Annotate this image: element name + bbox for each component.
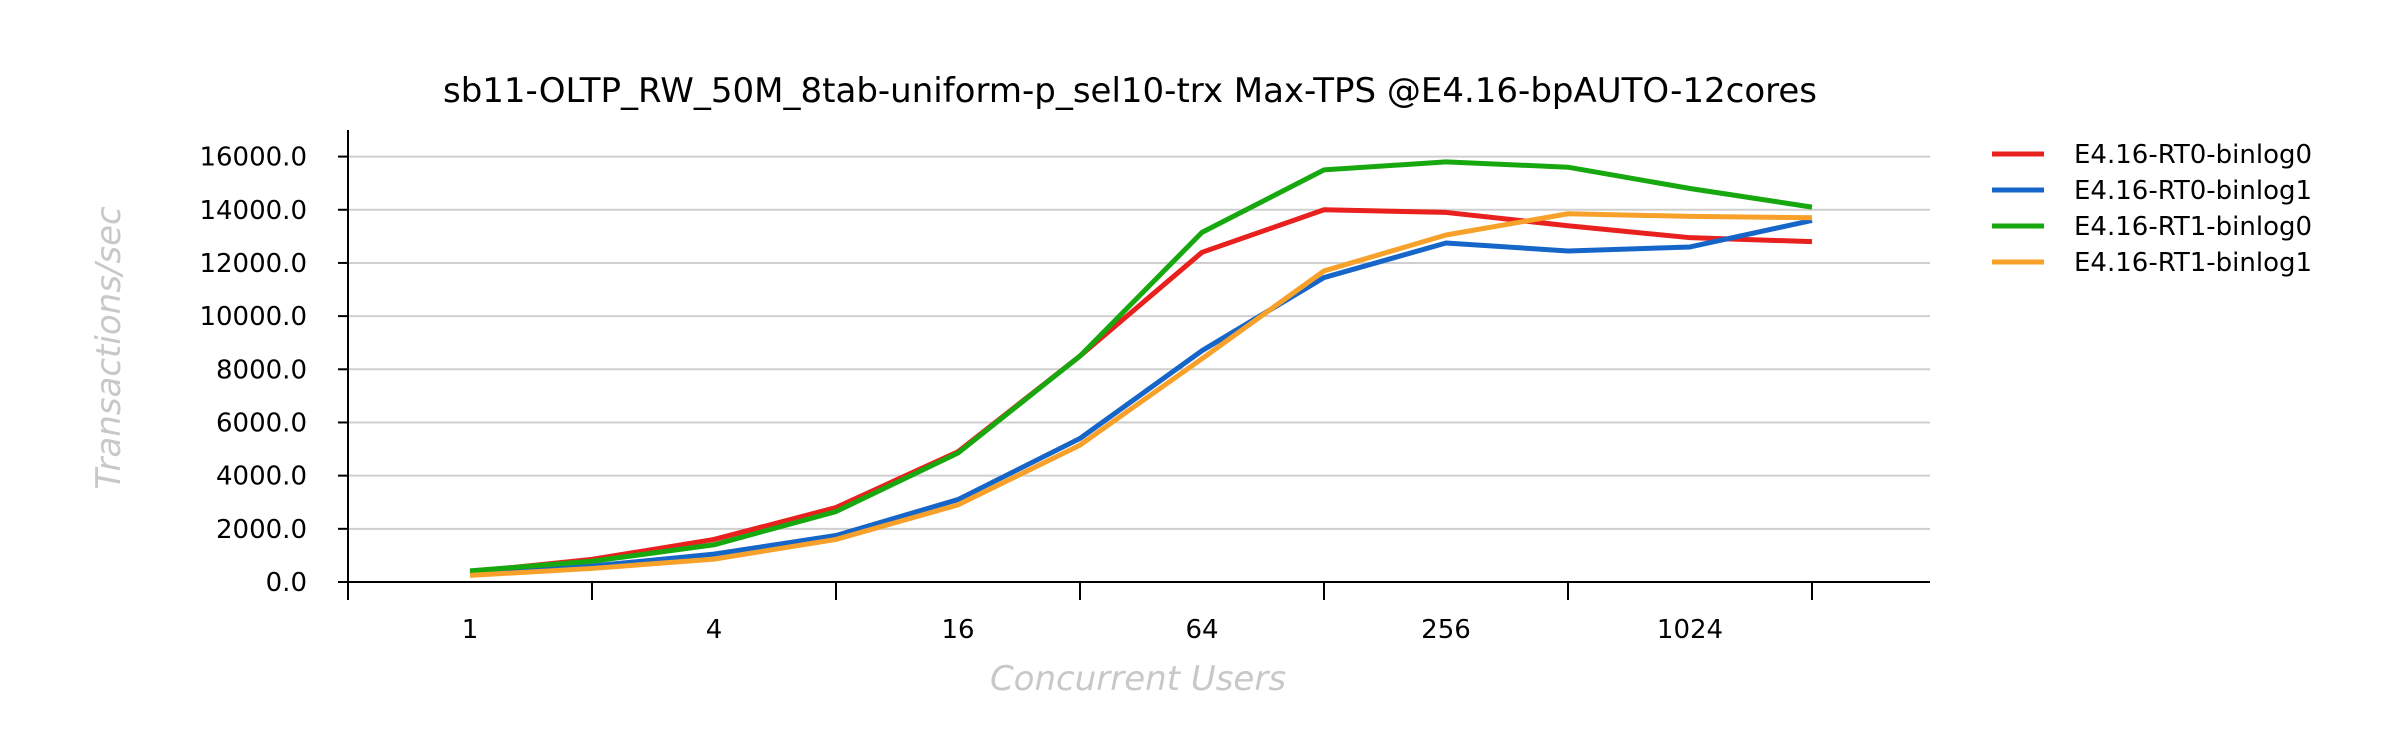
legend-label: E4.16-RT0-binlog1 xyxy=(2074,176,2312,206)
y-tick-label: 14000.0 xyxy=(199,196,307,226)
legend-label: E4.16-RT1-binlog0 xyxy=(2074,212,2312,242)
x-tick-label: 256 xyxy=(1421,615,1471,645)
series-lines xyxy=(469,159,1813,578)
x-tick-label: 1024 xyxy=(1657,615,1723,645)
chart-title: sb11-OLTP_RW_50M_8tab-uniform-p_sel10-tr… xyxy=(443,71,1817,111)
x-tick-label: 4 xyxy=(706,615,723,645)
y-tick-label: 4000.0 xyxy=(216,462,307,492)
x-tick-label: 16 xyxy=(941,615,974,645)
series-line-E4.16-RT1-binlog0 xyxy=(469,159,1813,574)
x-axis-label: Concurrent Users xyxy=(990,659,1286,699)
axes xyxy=(347,130,1930,600)
y-tick-label: 16000.0 xyxy=(199,143,307,173)
x-tick-labels: 1 4 16 64 256 1024 xyxy=(462,615,1723,645)
y-tick-label: 12000.0 xyxy=(199,249,307,279)
legend: E4.16-RT0-binlog0 E4.16-RT0-binlog1 E4.16-… xyxy=(1992,140,2312,278)
series-line-E4.16-RT0-binlog0 xyxy=(469,207,1813,575)
y-tick-label: 8000.0 xyxy=(216,355,307,385)
grid xyxy=(348,155,1930,530)
series-line-E4.16-RT1-binlog1 xyxy=(469,211,1813,578)
y-tick-label: 2000.0 xyxy=(216,515,307,545)
y-tick-label: 0.0 xyxy=(266,568,307,598)
y-tick-labels: 0.0 2000.0 4000.0 6000.0 8000.0 10000.0 12000.… xyxy=(199,143,348,598)
legend-label: E4.16-RT1-binlog1 xyxy=(2074,248,2312,278)
y-tick-label: 10000.0 xyxy=(199,302,307,332)
y-tick-label: 6000.0 xyxy=(216,408,307,438)
legend-label: E4.16-RT0-binlog0 xyxy=(2074,140,2312,170)
x-tick-label: 1 xyxy=(462,615,479,645)
y-axis-label: Transactions/sec xyxy=(89,206,129,490)
series-line-E4.16-RT0-binlog1 xyxy=(469,217,1813,578)
x-tick-label: 64 xyxy=(1185,615,1218,645)
